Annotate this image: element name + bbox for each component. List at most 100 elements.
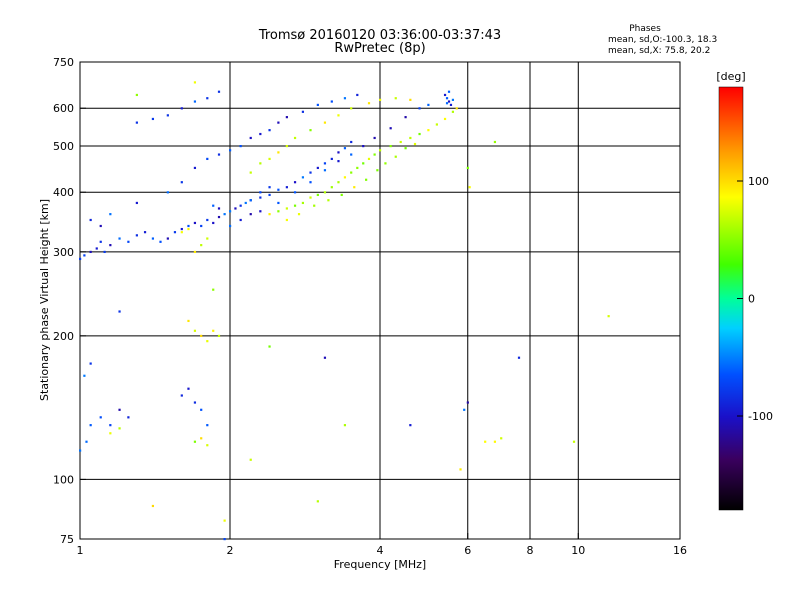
data-point-o: [330, 157, 333, 161]
data-point-o: [180, 181, 183, 184]
data-point-o: [445, 97, 449, 100]
y-tick-label: 600: [53, 102, 74, 115]
x-tick-label: 10: [571, 544, 585, 557]
data-point-o: [99, 240, 102, 243]
axis-ticks: 1 2 4 6 8 10 16 75 100 200 300 400 500 600 750: [53, 56, 687, 557]
data-point-x: [187, 227, 190, 231]
y-tick-label: 500: [53, 140, 74, 153]
data-point-x: [277, 151, 280, 154]
data-point-o: [447, 100, 451, 103]
data-point-o: [151, 117, 155, 121]
data-point-x: [376, 169, 379, 172]
data-point-x: [293, 204, 297, 207]
data-point-o: [200, 224, 203, 228]
data-point-o: [109, 213, 112, 216]
data-point-o: [229, 224, 232, 228]
data-point-x: [259, 162, 262, 165]
data-point-o: [443, 93, 447, 97]
data-point-x: [367, 157, 371, 161]
data-point-x: [323, 191, 327, 194]
colorbar-label: [deg]: [716, 70, 745, 83]
data-point-x: [151, 504, 155, 508]
data-point-o: [118, 310, 121, 313]
data-point-o: [193, 166, 197, 170]
data-point-o: [223, 213, 226, 216]
data-point-o: [330, 100, 333, 103]
phase-stats-heading: Phases: [629, 24, 661, 34]
data-point-o: [135, 234, 138, 237]
colorbar: [deg] 100 0 -100: [716, 70, 773, 511]
data-point-o: [143, 231, 147, 234]
data-point-o: [343, 147, 347, 150]
data-point-x: [187, 319, 190, 323]
data-point-x: [223, 519, 226, 522]
data-point-o: [404, 116, 407, 119]
data-point-x: [206, 237, 209, 240]
data-point-o: [180, 394, 183, 397]
data-point-x: [356, 166, 359, 170]
data-point-o: [206, 424, 209, 427]
data-point-o: [127, 240, 130, 243]
data-point-x: [353, 186, 356, 189]
data-point-o: [85, 440, 88, 443]
data-point-x: [309, 129, 312, 132]
data-point-x: [316, 193, 319, 197]
data-point-x: [451, 110, 455, 113]
y-tick-label: 100: [53, 473, 74, 486]
y-tick-label: 75: [60, 533, 74, 546]
data-point-x: [293, 136, 297, 140]
data-point-o: [89, 424, 92, 427]
data-point-o: [212, 221, 215, 225]
data-point-o: [229, 149, 232, 152]
data-point-o: [200, 408, 203, 411]
data-point-o: [301, 176, 305, 179]
data-point-x: [384, 162, 387, 165]
data-point-o: [187, 224, 190, 228]
data-point-o: [206, 218, 209, 222]
data-point-o: [259, 191, 262, 194]
data-point-x: [268, 213, 271, 216]
data-point-o: [109, 424, 112, 427]
data-point-x: [365, 178, 368, 181]
data-point-o: [389, 127, 392, 130]
data-point-x: [285, 218, 288, 222]
data-point-o: [118, 408, 121, 411]
data-point-o: [217, 215, 221, 219]
data-point-o: [83, 254, 86, 257]
data-point-x: [277, 210, 280, 213]
data-point-o: [180, 107, 183, 110]
x-tick-label: 1: [77, 544, 84, 557]
data-point-o: [89, 218, 92, 222]
y-tick-label: 750: [53, 56, 74, 69]
data-point-o: [362, 144, 365, 148]
data-point-x: [206, 340, 209, 343]
data-point-o: [323, 356, 327, 359]
data-point-x: [180, 231, 183, 234]
data-point-o: [337, 160, 340, 163]
data-point-o: [118, 237, 121, 240]
data-point-o: [83, 374, 86, 377]
data-point-o: [277, 121, 280, 124]
x-axis-label: Frequency [MHz]: [334, 558, 426, 571]
data-point-x: [379, 149, 382, 152]
chart-subtitle: RwPretec (8p): [334, 41, 425, 56]
data-point-o: [212, 204, 215, 207]
data-point-x: [217, 334, 221, 338]
data-point-x: [313, 204, 316, 207]
data-point-o: [323, 162, 327, 165]
data-point-x: [427, 129, 430, 132]
data-point-x: [493, 440, 497, 443]
data-point-o: [217, 90, 221, 93]
data-point-x: [362, 162, 365, 165]
data-point-x: [379, 98, 382, 101]
data-point-o: [350, 153, 353, 156]
data-point-x: [268, 345, 271, 348]
data-point-x: [309, 196, 312, 199]
data-point-x: [409, 98, 412, 101]
data-point-x: [337, 114, 340, 117]
data-point-o: [99, 224, 102, 228]
data-point-o: [193, 100, 197, 103]
y-tick-label: 200: [53, 330, 74, 343]
data-point-x: [249, 458, 252, 461]
data-point-o: [447, 90, 451, 93]
